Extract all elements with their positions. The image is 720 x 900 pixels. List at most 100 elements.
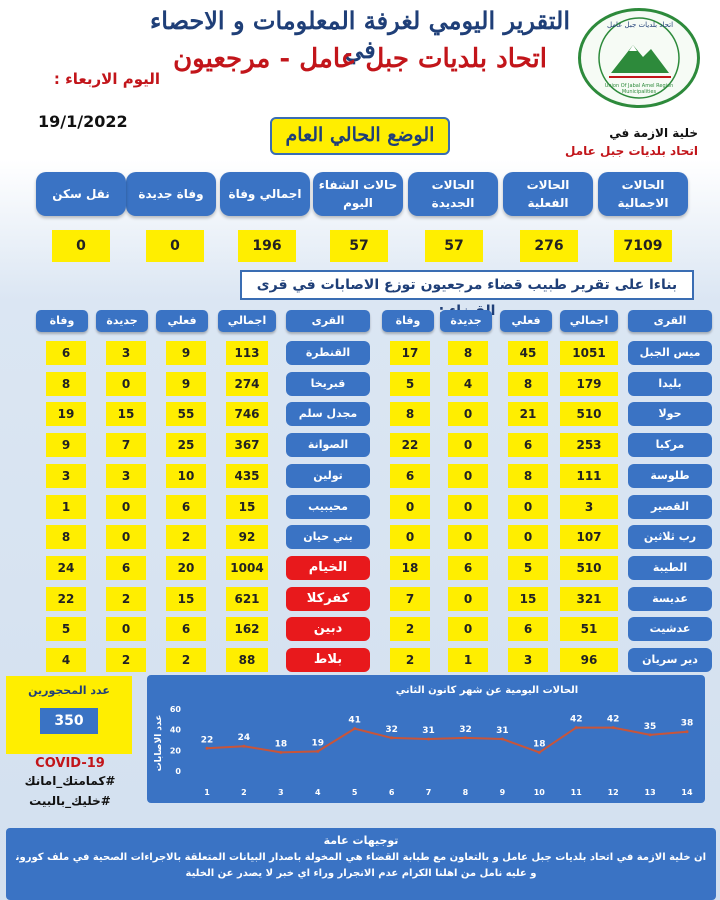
left-total-cell: 274 bbox=[226, 372, 268, 396]
left-active-cell: 9 bbox=[166, 372, 206, 396]
chart-x-tick-label: 7 bbox=[426, 788, 432, 797]
chart-data-label: 35 bbox=[644, 722, 657, 732]
chart-x-tick-label: 3 bbox=[278, 788, 284, 797]
left-death-cell: 5 bbox=[46, 617, 86, 641]
left-village-cell: دبين bbox=[286, 617, 370, 641]
mountain-logo-icon bbox=[598, 17, 680, 99]
right-death-cell: 0 bbox=[390, 525, 430, 549]
right-total-cell: 510 bbox=[560, 556, 618, 580]
logo-arabic-text: اتحاد بلديات جبل عامل bbox=[606, 21, 674, 29]
left-active-cell: 25 bbox=[166, 433, 206, 457]
guidance-title: توجيهات عامة bbox=[323, 834, 399, 847]
right-new-cell: 6 bbox=[448, 556, 488, 580]
report-title-line1: التقرير اليومي لغرفة المعلومات و الاحصاء… bbox=[150, 6, 570, 64]
chart-data-label: 38 bbox=[681, 719, 694, 729]
right-death-cell: 2 bbox=[390, 648, 430, 672]
right-total-cell: 179 bbox=[560, 372, 618, 396]
chart-y-tick-label: 60 bbox=[170, 705, 182, 714]
right-header-village: القرى bbox=[628, 310, 712, 332]
left-new-cell: 7 bbox=[106, 433, 146, 457]
chart-point bbox=[463, 736, 467, 740]
left-new-cell: 0 bbox=[106, 525, 146, 549]
right-total-cell: 510 bbox=[560, 402, 618, 426]
left-new-cell: 6 bbox=[106, 556, 146, 580]
chart-point bbox=[537, 750, 541, 754]
summary-value-new: 57 bbox=[425, 230, 483, 262]
left-village-cell: قبريخا bbox=[286, 372, 370, 396]
chart-x-tick-label: 4 bbox=[315, 788, 321, 797]
left-header-total: اجمالي bbox=[218, 310, 276, 332]
left-village-cell: كفركلا bbox=[286, 587, 370, 611]
right-village-cell: ميس الجبل bbox=[628, 341, 712, 365]
left-death-cell: 24 bbox=[46, 556, 86, 580]
right-new-cell: 1 bbox=[448, 648, 488, 672]
chart-point bbox=[242, 744, 246, 748]
left-new-cell: 2 bbox=[106, 587, 146, 611]
right-death-cell: 5 bbox=[390, 372, 430, 396]
left-header-village: القرى bbox=[286, 310, 370, 332]
chart-data-label: 31 bbox=[422, 726, 435, 736]
left-death-cell: 8 bbox=[46, 372, 86, 396]
chart-data-label: 18 bbox=[533, 739, 546, 749]
summary-value-active: 276 bbox=[520, 230, 578, 262]
left-active-cell: 9 bbox=[166, 341, 206, 365]
chart-x-tick-label: 5 bbox=[352, 788, 358, 797]
right-active-cell: 8 bbox=[508, 464, 548, 488]
chart-y-axis-label: عدد الاصابات bbox=[154, 715, 164, 772]
status-title: الوضع الحالي العام bbox=[270, 117, 450, 155]
chart-point bbox=[611, 726, 615, 730]
right-village-cell: دير سريان bbox=[628, 648, 712, 672]
left-death-cell: 6 bbox=[46, 341, 86, 365]
left-total-cell: 15 bbox=[226, 495, 268, 519]
right-new-cell: 0 bbox=[448, 587, 488, 611]
left-total-cell: 621 bbox=[226, 587, 268, 611]
right-new-cell: 0 bbox=[448, 464, 488, 488]
guidance-line1: ان خلية الازمة في اتحاد بلديات جبل عامل … bbox=[16, 852, 706, 863]
left-active-cell: 2 bbox=[166, 648, 206, 672]
left-new-cell: 3 bbox=[106, 464, 146, 488]
chart-data-label: 24 bbox=[238, 733, 251, 743]
summary-header-relocation: نقل سكن bbox=[36, 172, 126, 216]
left-death-cell: 3 bbox=[46, 464, 86, 488]
right-new-cell: 0 bbox=[448, 433, 488, 457]
summary-header-total: الحالات الاجمالية bbox=[598, 172, 688, 216]
left-total-cell: 162 bbox=[226, 617, 268, 641]
chart-x-tick-label: 1 bbox=[204, 788, 210, 797]
summary-value-total: 7109 bbox=[614, 230, 672, 262]
left-village-cell: الخيام bbox=[286, 556, 370, 580]
chart-y-tick-label: 0 bbox=[175, 767, 181, 776]
left-village-cell: مجدل سلم bbox=[286, 402, 370, 426]
left-new-cell: 0 bbox=[106, 495, 146, 519]
chart-point bbox=[390, 736, 394, 740]
chart-x-tick-label: 8 bbox=[463, 788, 469, 797]
left-header-active: فعلي bbox=[156, 310, 208, 332]
right-total-cell: 96 bbox=[560, 648, 618, 672]
left-total-cell: 1004 bbox=[226, 556, 268, 580]
right-header-total: اجمالي bbox=[560, 310, 618, 332]
left-total-cell: 113 bbox=[226, 341, 268, 365]
day-label: اليوم الاربعاء : bbox=[53, 70, 160, 88]
right-village-cell: عديسة bbox=[628, 587, 712, 611]
summary-value-relocation: 0 bbox=[52, 230, 110, 262]
chart-title: الحالات اليومية عن شهر كانون الثاني bbox=[396, 685, 578, 696]
summary-value-recovered: 57 bbox=[330, 230, 388, 262]
chart-data-label: 32 bbox=[385, 725, 398, 735]
left-active-cell: 15 bbox=[166, 587, 206, 611]
right-new-cell: 8 bbox=[448, 341, 488, 365]
right-death-cell: 6 bbox=[390, 464, 430, 488]
guidance-line2: و عليه نامل من اهلنا الكرام عدم الانجرار… bbox=[185, 868, 537, 879]
right-active-cell: 3 bbox=[508, 648, 548, 672]
hashtag-stay-home: #خليك_بالبيت bbox=[29, 794, 111, 808]
chart-data-label: 19 bbox=[312, 738, 325, 748]
summary-header-recovered: حالات الشفاء اليوم bbox=[313, 172, 403, 216]
chart-data-label: 18 bbox=[275, 739, 288, 749]
chart-x-tick-label: 12 bbox=[608, 788, 619, 797]
left-village-cell: بلاط bbox=[286, 648, 370, 672]
logo-english-text: Union Of Jabal Amel Region Municipalitie… bbox=[604, 83, 674, 95]
right-active-cell: 6 bbox=[508, 617, 548, 641]
left-header-death: وفاة bbox=[36, 310, 88, 332]
right-village-cell: طلوسة bbox=[628, 464, 712, 488]
right-total-cell: 253 bbox=[560, 433, 618, 457]
summary-header-new-deaths: وفاة جديدة bbox=[126, 172, 216, 216]
left-active-cell: 6 bbox=[166, 617, 206, 641]
